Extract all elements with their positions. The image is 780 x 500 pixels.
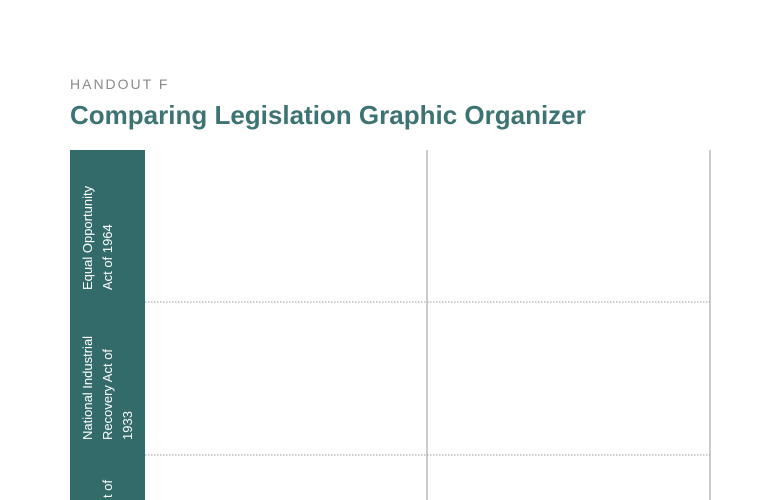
- label-column: [70, 150, 145, 500]
- row-label: t of: [100, 480, 115, 498]
- row-label: Recovery Act of: [100, 349, 115, 440]
- page-title: Comparing Legislation Graphic Organizer: [70, 100, 586, 130]
- row-label: 1933: [120, 411, 135, 440]
- row-label: Act of 1964: [100, 224, 115, 290]
- row-label: Equal Opportunity: [80, 185, 95, 290]
- row-label: National Industrial: [80, 336, 95, 440]
- handout-label: HANDOUT F: [70, 76, 169, 92]
- row-labels: Equal Opportunity Act of 1964 National Ind…: [80, 185, 135, 498]
